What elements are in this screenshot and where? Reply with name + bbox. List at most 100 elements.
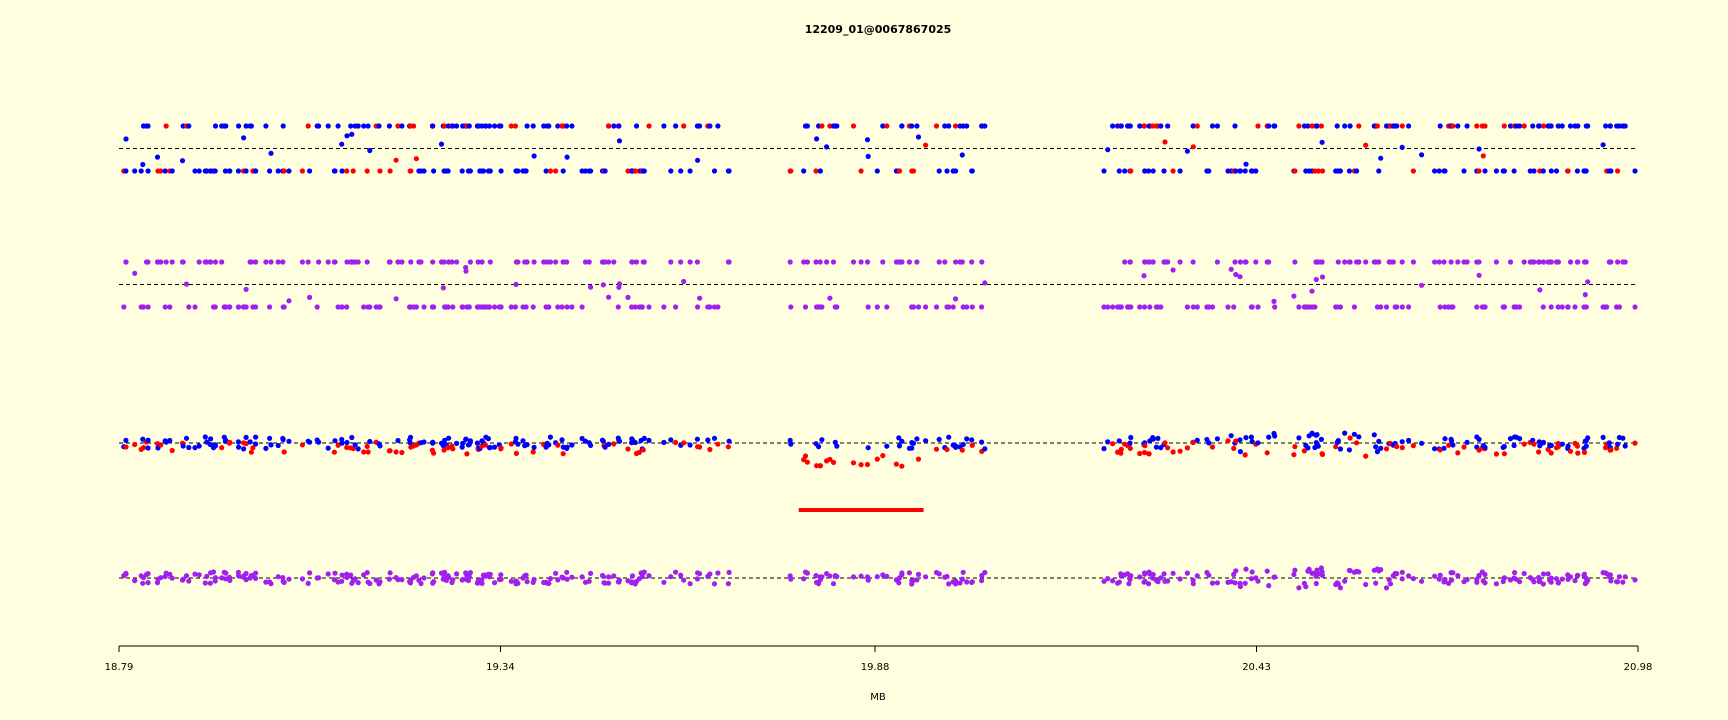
data-point <box>681 123 687 129</box>
data-point <box>914 436 920 442</box>
data-point <box>1233 271 1239 278</box>
data-point <box>1253 168 1259 174</box>
data-point <box>1150 436 1156 442</box>
data-point <box>355 123 361 129</box>
data-point <box>531 259 537 265</box>
data-point <box>804 459 811 465</box>
data-point <box>1555 259 1561 265</box>
data-point <box>830 581 837 587</box>
data-point <box>1450 123 1456 129</box>
data-point <box>1517 579 1523 585</box>
data-point <box>1354 168 1360 174</box>
data-point <box>936 436 942 442</box>
data-point <box>1521 441 1527 447</box>
data-point <box>1608 578 1614 584</box>
data-point <box>553 570 559 576</box>
data-point <box>1574 168 1580 174</box>
data-point <box>1540 581 1546 587</box>
data-point <box>158 259 164 265</box>
data-point <box>588 442 594 448</box>
data-point <box>1373 444 1379 450</box>
data-point <box>332 168 338 174</box>
data-point <box>1585 279 1591 285</box>
data-point <box>1232 580 1238 586</box>
data-point <box>957 580 963 586</box>
data-point <box>1105 576 1111 582</box>
data-point <box>1632 577 1638 583</box>
data-point <box>564 304 570 310</box>
data-point <box>555 304 561 310</box>
data-point <box>1378 155 1384 161</box>
data-point <box>632 168 638 174</box>
data-point <box>1127 445 1133 451</box>
data-point <box>687 168 693 174</box>
data-point <box>1476 572 1482 579</box>
data-point <box>431 304 437 310</box>
data-point <box>711 581 718 587</box>
data-point <box>1482 304 1488 310</box>
data-point <box>123 259 129 265</box>
data-point <box>377 579 383 585</box>
data-point <box>508 123 514 129</box>
data-point <box>914 577 920 583</box>
data-point <box>1537 443 1543 449</box>
data-point <box>1394 571 1400 577</box>
data-point <box>364 443 370 449</box>
data-point <box>850 259 857 265</box>
data-point <box>286 168 292 174</box>
data-point <box>210 569 217 575</box>
data-point <box>243 123 249 129</box>
data-point <box>1233 568 1239 574</box>
data-point <box>1206 168 1212 174</box>
data-point <box>1337 585 1343 591</box>
data-point <box>1228 433 1234 439</box>
data-point <box>827 456 833 462</box>
data-point <box>1548 304 1554 310</box>
data-point <box>1632 440 1638 446</box>
data-point <box>1312 304 1318 310</box>
data-point <box>1507 259 1514 265</box>
data-point <box>944 446 950 453</box>
data-point <box>208 259 214 265</box>
data-point <box>158 575 164 581</box>
data-point <box>850 574 857 580</box>
data-point <box>1441 259 1447 265</box>
data-point <box>1177 259 1183 265</box>
data-point <box>1507 436 1514 442</box>
data-point <box>899 438 905 444</box>
data-point <box>140 445 147 451</box>
data-point <box>1480 153 1486 159</box>
data-point <box>936 571 942 577</box>
data-point <box>1315 443 1321 449</box>
data-point <box>498 572 504 578</box>
data-point <box>1482 444 1488 450</box>
data-point <box>547 576 554 582</box>
data-point <box>681 278 687 285</box>
data-point <box>1511 168 1517 174</box>
data-point <box>1501 123 1507 129</box>
data-point <box>411 123 417 129</box>
data-point <box>1264 450 1270 456</box>
data-point <box>600 438 606 444</box>
data-point <box>1622 259 1628 265</box>
data-point <box>498 445 504 451</box>
data-point <box>588 168 594 174</box>
data-point <box>817 168 824 174</box>
data-point <box>475 259 481 265</box>
data-point <box>1581 571 1588 577</box>
data-point <box>1442 168 1448 174</box>
data-point <box>223 123 229 129</box>
data-point <box>1464 123 1470 129</box>
data-point <box>1347 435 1353 441</box>
data-point <box>1231 445 1237 451</box>
data-point <box>1146 581 1152 587</box>
data-point <box>880 259 886 265</box>
data-point <box>611 441 617 447</box>
data-point <box>1128 304 1134 310</box>
data-point <box>180 259 186 265</box>
data-point <box>243 168 249 174</box>
data-point <box>132 578 138 584</box>
data-point <box>668 574 674 580</box>
data-point <box>219 259 225 265</box>
data-point <box>1237 274 1243 280</box>
